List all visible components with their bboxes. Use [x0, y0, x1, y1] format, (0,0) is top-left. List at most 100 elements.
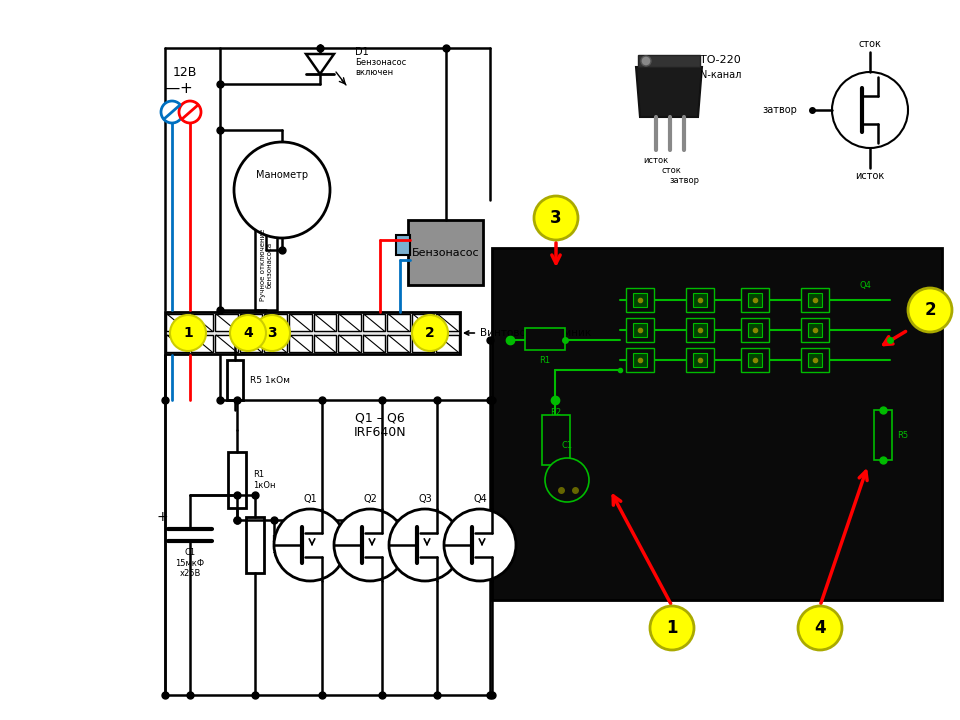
Text: 4: 4 [814, 619, 826, 637]
Bar [437, 335, 459, 352]
Text: R2: R2 [550, 408, 562, 416]
Bar [741, 318, 769, 342]
Bar [626, 288, 654, 312]
Circle shape [161, 101, 183, 123]
Bar [289, 314, 311, 331]
Text: D1: D1 [355, 47, 369, 57]
Bar [542, 415, 570, 465]
Bar [492, 248, 942, 600]
Text: 3: 3 [267, 326, 276, 340]
Text: включен: включен [355, 68, 394, 76]
Bar [314, 335, 336, 352]
Text: затвор: затвор [669, 176, 699, 184]
Text: исток: исток [643, 156, 668, 164]
Bar [408, 220, 483, 285]
Bar [626, 348, 654, 372]
Bar [437, 314, 459, 331]
Text: C1
15мкФ
х25В: C1 15мкФ х25В [176, 548, 204, 578]
Bar [166, 314, 188, 331]
Bar [246, 517, 264, 573]
Bar [686, 348, 714, 372]
Bar [165, 312, 460, 354]
Bar [314, 314, 336, 331]
Bar [338, 335, 361, 352]
Text: сток: сток [858, 39, 881, 49]
Circle shape [650, 606, 694, 650]
Bar [396, 235, 410, 255]
Bar [289, 335, 311, 352]
Circle shape [444, 509, 516, 581]
Circle shape [179, 101, 201, 123]
Bar [387, 335, 410, 352]
Bar [693, 323, 707, 337]
Text: R5: R5 [897, 431, 908, 439]
Text: Q2: Q2 [363, 494, 377, 504]
Text: Бензонасос: Бензонасос [412, 248, 479, 258]
Text: Ручное отключение
бензонасоса: Ручное отключение бензонасоса [259, 229, 273, 301]
Text: C1: C1 [562, 441, 572, 449]
Circle shape [412, 315, 448, 351]
Text: R5 1кОм: R5 1кОм [250, 376, 290, 384]
Bar [801, 318, 829, 342]
Text: R1
1кОн: R1 1кОн [253, 470, 276, 490]
Text: 1: 1 [183, 326, 193, 340]
Bar [264, 314, 287, 331]
Bar [748, 353, 762, 367]
Bar [874, 410, 892, 460]
Bar [748, 323, 762, 337]
Text: Манометр: Манометр [256, 170, 308, 180]
Text: Q3: Q3 [419, 494, 432, 504]
Text: 12В: 12В [173, 66, 197, 78]
Bar [638, 55, 700, 67]
Bar [801, 348, 829, 372]
Bar [166, 335, 188, 352]
Bar [264, 335, 287, 352]
Bar [626, 318, 654, 342]
Bar [363, 314, 385, 331]
Bar [228, 452, 246, 508]
Bar [240, 335, 262, 352]
Text: 2: 2 [425, 326, 435, 340]
Text: 3: 3 [550, 209, 562, 227]
Bar [227, 360, 243, 400]
Bar [338, 314, 361, 331]
Circle shape [534, 196, 578, 240]
Bar [686, 288, 714, 312]
Circle shape [334, 509, 406, 581]
Circle shape [908, 288, 952, 332]
Bar [191, 335, 213, 352]
Text: 4: 4 [243, 326, 252, 340]
Circle shape [274, 509, 346, 581]
Bar [215, 314, 238, 331]
Circle shape [798, 606, 842, 650]
Circle shape [545, 458, 589, 502]
Bar [741, 288, 769, 312]
Text: 1: 1 [666, 619, 678, 637]
Text: R1: R1 [540, 356, 551, 364]
Circle shape [170, 315, 206, 351]
Text: Q4: Q4 [859, 281, 871, 289]
Bar [693, 293, 707, 307]
Bar [412, 335, 435, 352]
Circle shape [832, 72, 908, 148]
Bar [525, 328, 565, 350]
Bar [801, 288, 829, 312]
Bar [693, 353, 707, 367]
Bar [363, 335, 385, 352]
Text: Бензонасос: Бензонасос [355, 58, 406, 66]
Text: +: + [156, 510, 168, 524]
Bar [808, 293, 822, 307]
Text: +: + [180, 81, 192, 96]
Text: R2
10кОн: R2 10кОн [271, 535, 299, 554]
Text: Винтовой клеммник: Винтовой клеммник [465, 328, 591, 338]
Text: затвор: затвор [762, 105, 797, 115]
Bar [240, 314, 262, 331]
Text: Q1 – Q6
IRF640N: Q1 – Q6 IRF640N [353, 411, 406, 439]
Text: исток: исток [855, 171, 884, 181]
Bar [748, 293, 762, 307]
Bar [191, 314, 213, 331]
Polygon shape [636, 67, 702, 117]
Bar [215, 335, 238, 352]
Circle shape [230, 315, 266, 351]
Bar [387, 314, 410, 331]
